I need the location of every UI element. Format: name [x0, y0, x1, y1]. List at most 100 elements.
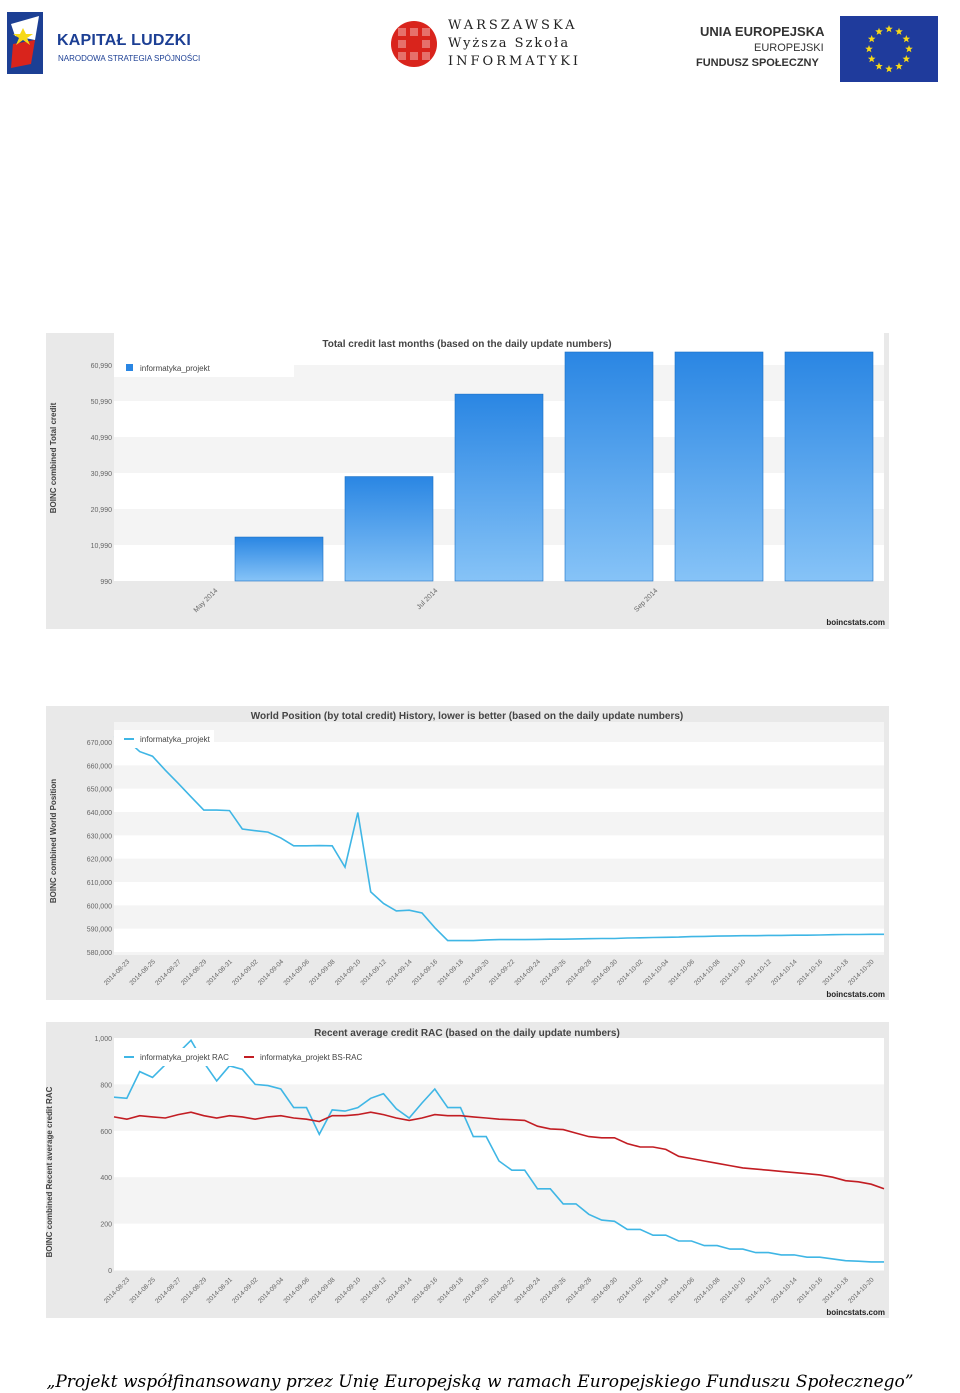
y-tick-label: 400	[100, 1175, 112, 1182]
y-tick-label: 640,000	[87, 810, 112, 817]
x-tick-label: Sep 2014	[633, 587, 659, 613]
x-tick-label: 2014-09-30	[590, 1276, 619, 1305]
y-tick-label: 30,990	[91, 471, 113, 478]
y-tick-label: 800	[100, 1082, 112, 1089]
x-tick-label: 2014-08-31	[205, 958, 234, 987]
eu-star-icon	[902, 35, 911, 43]
ue-logo: UNIA EUROPEJSKA EUROPEJSKI FUNDUSZ SPOŁE…	[690, 14, 940, 84]
total-credit-chart: 990 10,990 20,990 30,990 40,990 50,990 60,990 …	[46, 329, 889, 629]
x-tick-label: 2014-10-12	[744, 958, 773, 987]
source-label: boincstats.com	[826, 990, 885, 999]
rac-chart: 0 200 400 600 800 1,000 2014-08-23 2014-08-25 2…	[45, 1022, 889, 1318]
source-label: boincstats.com	[826, 618, 885, 627]
x-tick-label: 2014-09-04	[257, 1276, 286, 1305]
y-tick-label: 610,000	[87, 880, 112, 887]
x-tick-label: 2014-10-04	[642, 1276, 671, 1305]
eu-star-icon	[875, 27, 883, 35]
y-tick-label: 580,000	[87, 950, 112, 957]
x-tick-label: 2014-10-18	[821, 1276, 850, 1305]
x-tick-label: 2014-10-02	[616, 958, 645, 987]
x-tick-label: 2014-09-30	[590, 958, 619, 987]
y-tick-label: 660,000	[87, 763, 112, 770]
x-tick-label: 2014-09-28	[565, 1276, 594, 1305]
eu-flag-icon	[840, 16, 938, 82]
x-tick-label: 2014-10-20	[847, 958, 876, 987]
eu-star-icon	[885, 25, 893, 33]
x-tick-label: 2014-09-12	[359, 1276, 388, 1305]
x-tick-label: 2014-08-29	[180, 1276, 209, 1305]
y-tick-label: 990	[100, 579, 112, 586]
total-credit-chart-svg: 99010,99020,99030,99040,99050,99060,990 …	[49, 329, 885, 627]
bar	[344, 476, 434, 582]
legend: informatyka_projekt	[114, 730, 214, 748]
series-line	[113, 735, 884, 942]
x-tick-label: 2014-08-25	[128, 1276, 157, 1305]
y-tick-label: 40,990	[91, 435, 113, 442]
y-tick-label: 590,000	[87, 927, 112, 934]
x-tick-label: 2014-09-24	[513, 1276, 542, 1305]
x-tick-label: 2014-09-08	[308, 958, 337, 987]
wwsi-line3: Informatyki	[448, 54, 582, 69]
bar	[234, 536, 324, 582]
x-tick-label: 2014-08-23	[103, 958, 132, 987]
grid-band	[114, 788, 884, 812]
legend: informatyka_projekt RAC informatyka_proj…	[114, 1048, 374, 1066]
y-tick-label: 670,000	[87, 740, 112, 747]
x-tick-label: 2014-10-10	[719, 1276, 748, 1305]
eu-star-icon	[875, 62, 883, 70]
x-tick-label: 2014-10-12	[744, 1276, 773, 1305]
x-tick-label: 2014-08-23	[103, 1276, 132, 1305]
eu-star-icon	[885, 65, 893, 73]
x-tick-label: 2014-08-27	[154, 958, 183, 987]
legend-label-rac: informatyka_projekt RAC	[140, 1053, 229, 1062]
legend-label-bsrac: informatyka_projekt BS-RAC	[260, 1053, 362, 1062]
x-tick-label: 2014-10-06	[667, 958, 696, 987]
header-logos: KAPITAŁ LUDZKI NARODOWA STRATEGIA SPÓJNO…	[0, 0, 960, 90]
x-tick-label: 2014-09-22	[488, 958, 517, 987]
x-tick-label: 2014-09-24	[513, 958, 542, 987]
x-tick-label: 2014-08-25	[128, 958, 157, 987]
x-tick-label: 2014-10-08	[693, 1276, 722, 1305]
eu-star-icon	[867, 55, 876, 63]
x-tick-label: 2014-09-18	[436, 1276, 465, 1305]
bar	[564, 351, 654, 582]
y-axis-label: BOINC combined World Position	[49, 779, 58, 903]
bar	[784, 351, 874, 582]
source-label: boincstats.com	[826, 1308, 885, 1317]
eu-star-icon	[905, 45, 913, 53]
x-tick-label: 2014-09-14	[385, 958, 414, 987]
x-tick-label: 2014-09-16	[411, 1276, 440, 1305]
x-tick-label: 2014-10-18	[821, 958, 850, 987]
x-tick-label: 2014-10-16	[796, 958, 825, 987]
x-tick-label: 2014-09-08	[308, 1276, 337, 1305]
kapital-ludzki-logo: KAPITAŁ LUDZKI NARODOWA STRATEGIA SPÓJNO…	[5, 10, 205, 80]
x-tick-label: 2014-09-20	[462, 1276, 491, 1305]
y-tick-label: 0	[108, 1268, 112, 1275]
x-tick-label: 2014-10-08	[693, 958, 722, 987]
ue-line2: EUROPEJSKI	[754, 42, 824, 54]
y-tick-label: 600,000	[87, 903, 112, 910]
x-tick-label: 2014-10-20	[847, 1276, 876, 1305]
x-tick-label: 2014-09-16	[411, 958, 440, 987]
y-tick-label: 1,000	[94, 1036, 112, 1043]
x-tick-label: 2014-08-31	[205, 1276, 234, 1305]
x-tick-label: 2014-10-02	[616, 1276, 645, 1305]
chart-title: Total credit last months (based on the d…	[322, 339, 611, 350]
x-tick-label: Jul 2014	[416, 587, 440, 611]
x-tick-label: 2014-09-14	[385, 1276, 414, 1305]
x-tick-label: 2014-09-06	[282, 1276, 311, 1305]
x-tick-label: 2014-09-20	[462, 958, 491, 987]
legend-label: informatyka_projekt	[140, 735, 211, 744]
x-tick-label: 2014-10-06	[667, 1276, 696, 1305]
eu-star-icon	[895, 27, 903, 35]
x-tick-label: 2014-09-10	[334, 1276, 363, 1305]
x-tick-label: 2014-09-06	[282, 958, 311, 987]
x-tick-label: 2014-09-10	[334, 958, 363, 987]
grid-band	[114, 882, 884, 906]
footer-note: „Projekt współfinansowany przez Unię Eur…	[46, 1372, 914, 1392]
x-tick-label: 2014-09-22	[488, 1276, 517, 1305]
y-tick-label: 650,000	[87, 787, 112, 794]
y-tick-label: 50,990	[91, 399, 113, 406]
x-tick-label: 2014-09-02	[231, 1276, 260, 1305]
